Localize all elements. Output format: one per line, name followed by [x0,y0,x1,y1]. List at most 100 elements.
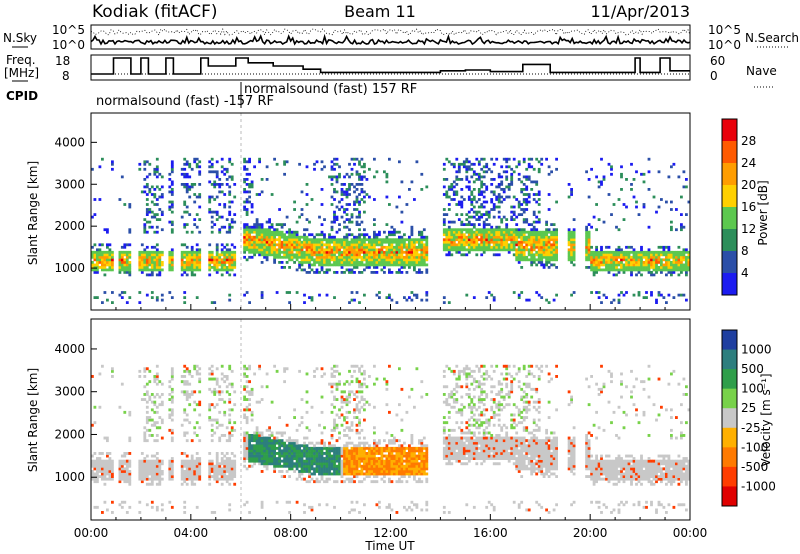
velocity-cell [308,467,311,471]
velocity-cell [215,421,219,425]
power-cell [408,258,411,262]
power-cell [413,250,416,254]
velocity-cell [190,390,194,394]
velocity-cell [170,475,174,478]
power-cell [460,162,464,166]
power-cell [160,253,164,257]
velocity-cell [345,380,349,384]
power-cell [682,170,686,174]
velocity-cell [283,444,286,448]
velocity-cell [273,459,276,463]
power-cell [310,198,314,201]
power-cell [170,190,174,194]
power-cell [350,215,354,219]
power-cell [168,268,172,272]
power-cell [305,250,309,254]
power-cell [625,178,628,181]
velocity-cell [283,449,286,453]
power-cell [520,253,524,257]
velocity-cell [111,369,114,373]
power-cell [522,255,526,259]
power-cell [682,258,686,262]
power-cell [547,228,551,232]
velocity-cell [348,449,351,453]
power-cell [647,157,651,161]
power-cell [485,233,489,237]
velocity-cell [260,446,264,450]
power-cell [405,203,409,206]
power-cell [600,261,603,264]
power-cell [253,253,256,257]
power-cell [120,291,124,294]
velocity-cell [303,444,306,448]
power-cell [255,240,259,244]
velocity-cell [345,452,349,455]
velocity-cell [153,467,157,471]
power-cell [480,157,484,161]
velocity-cell [348,400,351,404]
power-cell [230,178,234,181]
power-cell [405,243,409,247]
power-cell [447,230,451,234]
power-cell [210,157,214,161]
power-cell [447,188,451,191]
power-cell [373,271,376,274]
velocity-cell [143,470,147,473]
velocity-cell [318,467,321,471]
velocity-cell [183,462,187,466]
power-cell [405,263,409,267]
power-cell [373,198,376,201]
velocity-cell [353,369,356,373]
power-cell [245,223,249,226]
power-cell [305,240,309,244]
velocity-cell [150,467,154,471]
power-cell [265,243,269,247]
power-cell [283,248,286,252]
velocity-cell [325,462,329,466]
power-cell [153,250,157,254]
power-cell [525,188,529,191]
power-cell [353,235,356,239]
velocity-cell [228,464,232,468]
power-cell [343,243,346,247]
power-cell [398,160,401,164]
velocity-cell [148,369,152,373]
power-cell [592,255,596,259]
power-cell [343,225,346,229]
velocity-cell [265,372,269,376]
velocity-cell [188,403,192,407]
velocity-cell [268,428,271,432]
power-cell [400,258,404,262]
power-cell [273,228,276,232]
power-cell [123,291,127,294]
power-cell [106,263,109,267]
power-cell [550,238,553,242]
power-cell [180,183,184,186]
velocity-cell [255,446,259,450]
velocity-cell [300,467,304,471]
power-cell [405,253,409,257]
power-cell [350,157,354,161]
power-cell [655,268,658,272]
velocity-cell [335,385,339,389]
power-cell [490,190,494,194]
power-cell [363,228,366,232]
velocity-cell [290,439,294,443]
velocity-cell [225,426,229,430]
power-cell [145,255,149,259]
power-cell [607,255,611,259]
power-cell [472,170,476,174]
power-cell [655,301,658,304]
velocity-cell [198,413,202,417]
power-cell [455,245,459,249]
power-cell [138,301,142,304]
power-cell [188,175,192,179]
power-cell [106,255,109,259]
velocity-cell [96,459,99,463]
power-cell [248,157,251,161]
velocity-cell [260,444,264,448]
power-cell [180,268,184,272]
power-cell [480,180,484,184]
velocity-cell [198,472,202,476]
power-cell [230,263,234,267]
